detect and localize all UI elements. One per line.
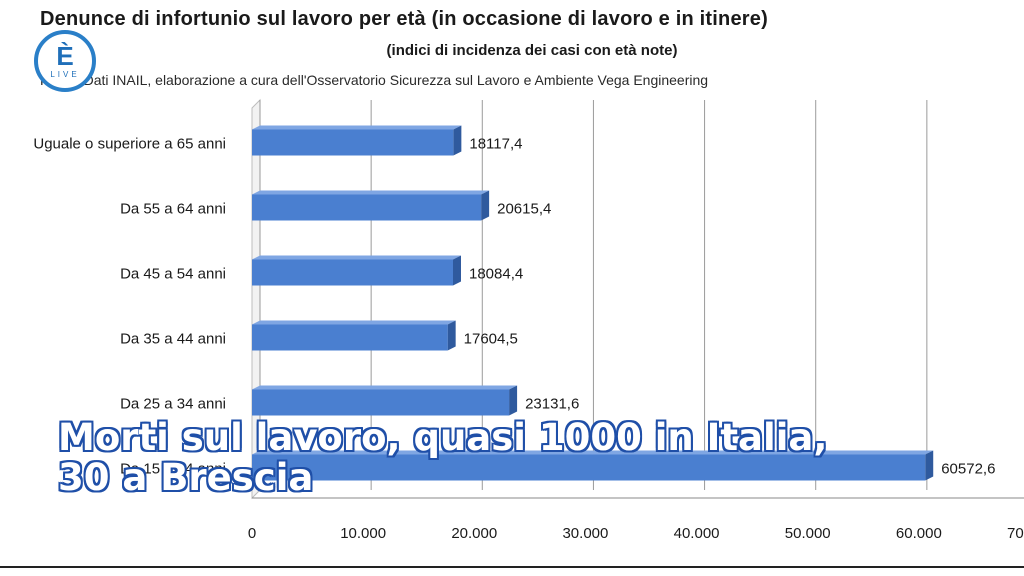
logo-text: LIVE (50, 70, 79, 79)
bottom-divider (0, 566, 1024, 568)
elive-logo: È LIVE (34, 30, 96, 92)
news-headline[interactable]: Morti sul lavoro, quasi 1000 in Italia, … (58, 418, 958, 498)
x-tick-label: 0 (248, 525, 256, 542)
bar-value-label: 17604,5 (464, 331, 518, 348)
bar (252, 390, 509, 416)
x-tick-label: 70.000 (1007, 525, 1024, 542)
x-tick-label: 50.000 (785, 525, 831, 542)
bar-top-face (252, 191, 489, 195)
bar-top-face (252, 321, 456, 325)
bar-end-face (453, 256, 461, 286)
x-tick-label: 20.000 (451, 525, 497, 542)
bar-end-face (509, 386, 517, 416)
category-label: Da 45 a 54 anni (120, 266, 226, 283)
bar-value-label: 23131,6 (525, 396, 579, 413)
bar-value-label: 18084,4 (469, 266, 523, 283)
bar-end-face (481, 191, 489, 221)
headline-line-2: 30 a Brescia (58, 458, 958, 498)
bar-end-face (448, 321, 456, 351)
logo-letter: È (56, 44, 73, 68)
headline-line-1: Morti sul lavoro, quasi 1000 in Italia, (58, 418, 958, 458)
bar-value-label: 20615,4 (497, 201, 551, 218)
bar-top-face (252, 126, 461, 130)
x-tick-label: 10.000 (340, 525, 386, 542)
x-tick-label: 40.000 (674, 525, 720, 542)
bar (252, 195, 481, 221)
category-label: Da 25 a 34 anni (120, 396, 226, 413)
bar (252, 130, 453, 156)
x-tick-label: 60.000 (896, 525, 942, 542)
bar-top-face (252, 386, 517, 390)
category-label: Da 55 a 64 anni (120, 201, 226, 218)
bar-end-face (453, 126, 461, 156)
bar-top-face (252, 256, 461, 260)
category-label: Da 35 a 44 anni (120, 331, 226, 348)
x-tick-label: 30.000 (562, 525, 608, 542)
bar (252, 325, 448, 351)
bar (252, 260, 453, 286)
bar-value-label: 18117,4 (469, 136, 522, 153)
category-label: Uguale o superiore a 65 anni (33, 136, 226, 153)
